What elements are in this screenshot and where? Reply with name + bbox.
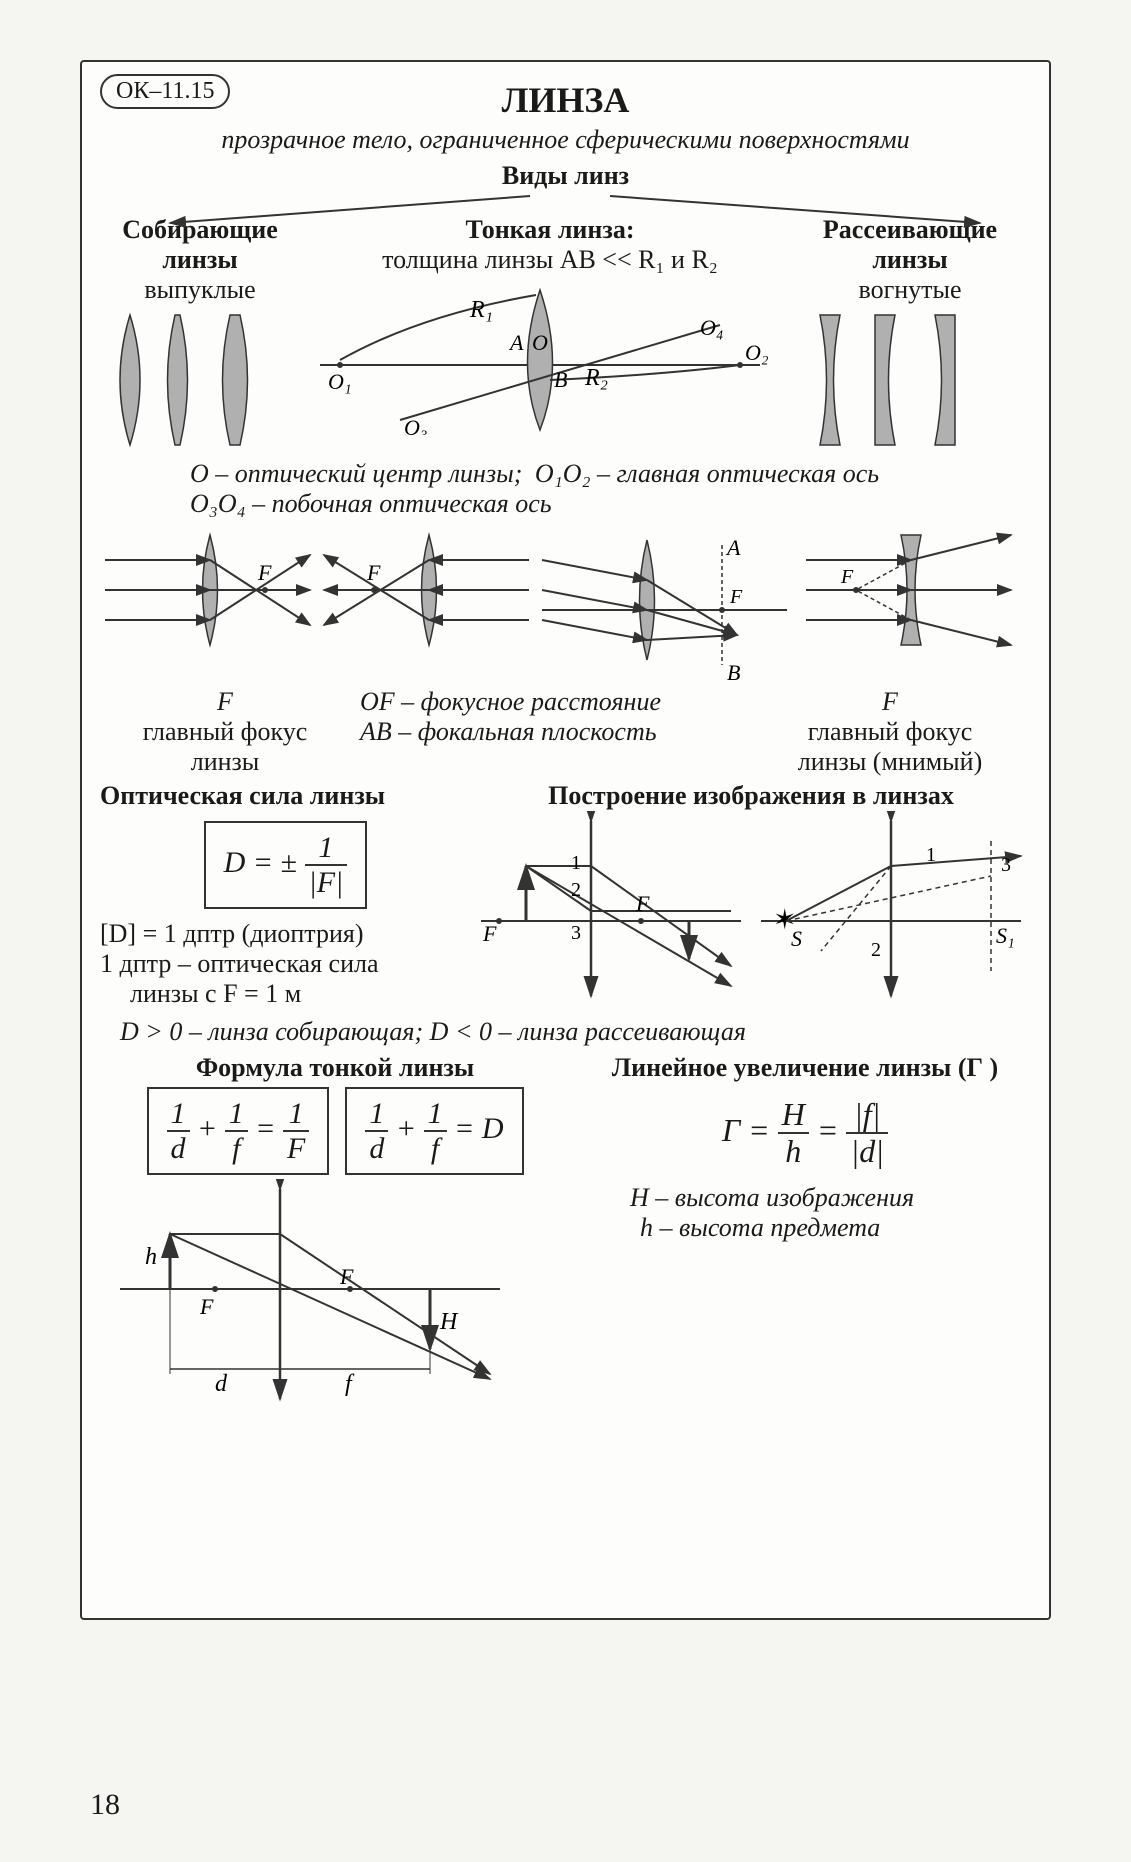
svg-text:O: O bbox=[532, 330, 548, 355]
definitions-block: O – оптический центр линзы; O₁O₂ – главн… bbox=[190, 459, 1031, 519]
converging-lenses-icon bbox=[100, 305, 280, 455]
svg-text:F: F bbox=[257, 560, 272, 585]
page-title: ЛИНЗА bbox=[100, 79, 1031, 121]
main-focus-label: главный фокус bbox=[143, 717, 308, 746]
thin-lens-cond: толщина линзы AB << R₁ и R₂ bbox=[300, 245, 800, 275]
converging-h2: линзы bbox=[100, 245, 300, 275]
construction-diverging: ✶ S S₁ 1 2 3 bbox=[751, 811, 1031, 1001]
svg-text:d: d bbox=[215, 1371, 228, 1397]
svg-text:A: A bbox=[725, 535, 741, 560]
ab-label: AB – фокальная плоскость bbox=[360, 717, 657, 746]
thin-formula-1: 1d + 1f = 1F bbox=[147, 1087, 330, 1175]
svg-text:O₁: O₁ bbox=[328, 369, 352, 394]
svg-text:h: h bbox=[145, 1244, 157, 1270]
thin-formula-2: 1d + 1f = D bbox=[345, 1087, 523, 1175]
svg-text:S: S bbox=[791, 926, 802, 951]
of-label: OF – фокусное расстояние bbox=[360, 687, 661, 716]
f-label-2: F bbox=[882, 687, 898, 716]
svg-text:1: 1 bbox=[571, 852, 581, 874]
diverging-lenses-icon bbox=[800, 305, 1000, 455]
f-label: F bbox=[217, 687, 233, 716]
svg-text:2: 2 bbox=[871, 939, 881, 961]
virtual-label: линзы (мнимый) bbox=[798, 747, 982, 776]
power-unit-2: 1 дптр – оптическая сила bbox=[100, 949, 471, 979]
power-unit-1: [D] = 1 дптр (диоптрия) bbox=[100, 919, 471, 949]
ray-diagram-3: A F B bbox=[537, 525, 797, 685]
construction-converging: F F 1 2 3 bbox=[471, 811, 751, 1001]
construction-title: Построение изображения в линзах bbox=[471, 781, 1031, 811]
ray-diagram-4: F bbox=[801, 525, 1031, 665]
diverging-h2: линзы bbox=[800, 245, 1020, 275]
mag-line1: H – высота изображения bbox=[630, 1183, 1030, 1213]
gamma-formula: Г = Hh = |f||d| bbox=[722, 1112, 888, 1148]
converging-h3: выпуклые bbox=[100, 275, 300, 305]
svg-text:F: F bbox=[366, 560, 381, 585]
svg-text:S₁: S₁ bbox=[996, 923, 1015, 948]
svg-text:F: F bbox=[729, 586, 743, 608]
svg-text:2: 2 bbox=[571, 879, 581, 901]
mag-line2: h – высота предмета bbox=[640, 1213, 1030, 1243]
svg-text:B: B bbox=[727, 660, 740, 685]
svg-text:1: 1 bbox=[926, 844, 936, 866]
svg-text:O₂: O₂ bbox=[745, 340, 769, 365]
reference-badge: ОК–11.15 bbox=[100, 74, 230, 109]
page-number: 18 bbox=[90, 1788, 120, 1822]
svg-text:O₄: O₄ bbox=[700, 315, 724, 340]
power-unit-3: линзы с F = 1 м bbox=[130, 979, 471, 1009]
thin-lens-diagram: R₁ R₂ A B O O₁ O₂ O₃ O₄ bbox=[300, 275, 780, 435]
svg-text:H: H bbox=[439, 1309, 459, 1335]
ray-diagram-2: F bbox=[319, 525, 534, 665]
thin-formula-title: Формула тонкой линзы bbox=[100, 1053, 570, 1083]
svg-text:O₃: O₃ bbox=[404, 415, 428, 435]
power-title: Оптическая сила линзы bbox=[100, 781, 471, 811]
main-focus-label-2: главный фокус bbox=[808, 717, 973, 746]
svg-text:A: A bbox=[508, 330, 524, 355]
svg-text:3: 3 bbox=[1001, 854, 1011, 876]
lens-label: линзы bbox=[191, 747, 260, 776]
branch-arrows bbox=[110, 191, 1030, 231]
svg-text:F: F bbox=[482, 921, 497, 946]
power-formula: D = ± 1|F| bbox=[204, 821, 368, 909]
svg-text:3: 3 bbox=[571, 922, 581, 944]
svg-text:R₂: R₂ bbox=[584, 365, 608, 391]
sign-rule: D > 0 – линза собирающая; D < 0 – линза … bbox=[120, 1017, 1031, 1047]
ray-diagrams-row: F F A F B bbox=[100, 525, 1031, 685]
svg-text:F: F bbox=[339, 1264, 354, 1289]
content-frame: ОК–11.15 ЛИНЗА прозрачное тело, ограниче… bbox=[80, 60, 1051, 1620]
svg-text:F: F bbox=[840, 566, 854, 588]
types-heading: Виды линз bbox=[100, 161, 1031, 191]
diverging-h3: вогнутые bbox=[800, 275, 1020, 305]
svg-text:F: F bbox=[635, 891, 650, 916]
thin-formula-diagram: h H F F d f bbox=[100, 1179, 520, 1409]
svg-text:F: F bbox=[199, 1294, 214, 1319]
svg-text:f: f bbox=[345, 1371, 355, 1397]
svg-text:R₁: R₁ bbox=[469, 297, 493, 323]
subtitle: прозрачное тело, ограниченное сферически… bbox=[100, 125, 1031, 155]
svg-text:B: B bbox=[554, 367, 567, 392]
magnification-title: Линейное увеличение линзы (Г ) bbox=[580, 1053, 1030, 1083]
ray-diagram-1: F bbox=[100, 525, 315, 665]
